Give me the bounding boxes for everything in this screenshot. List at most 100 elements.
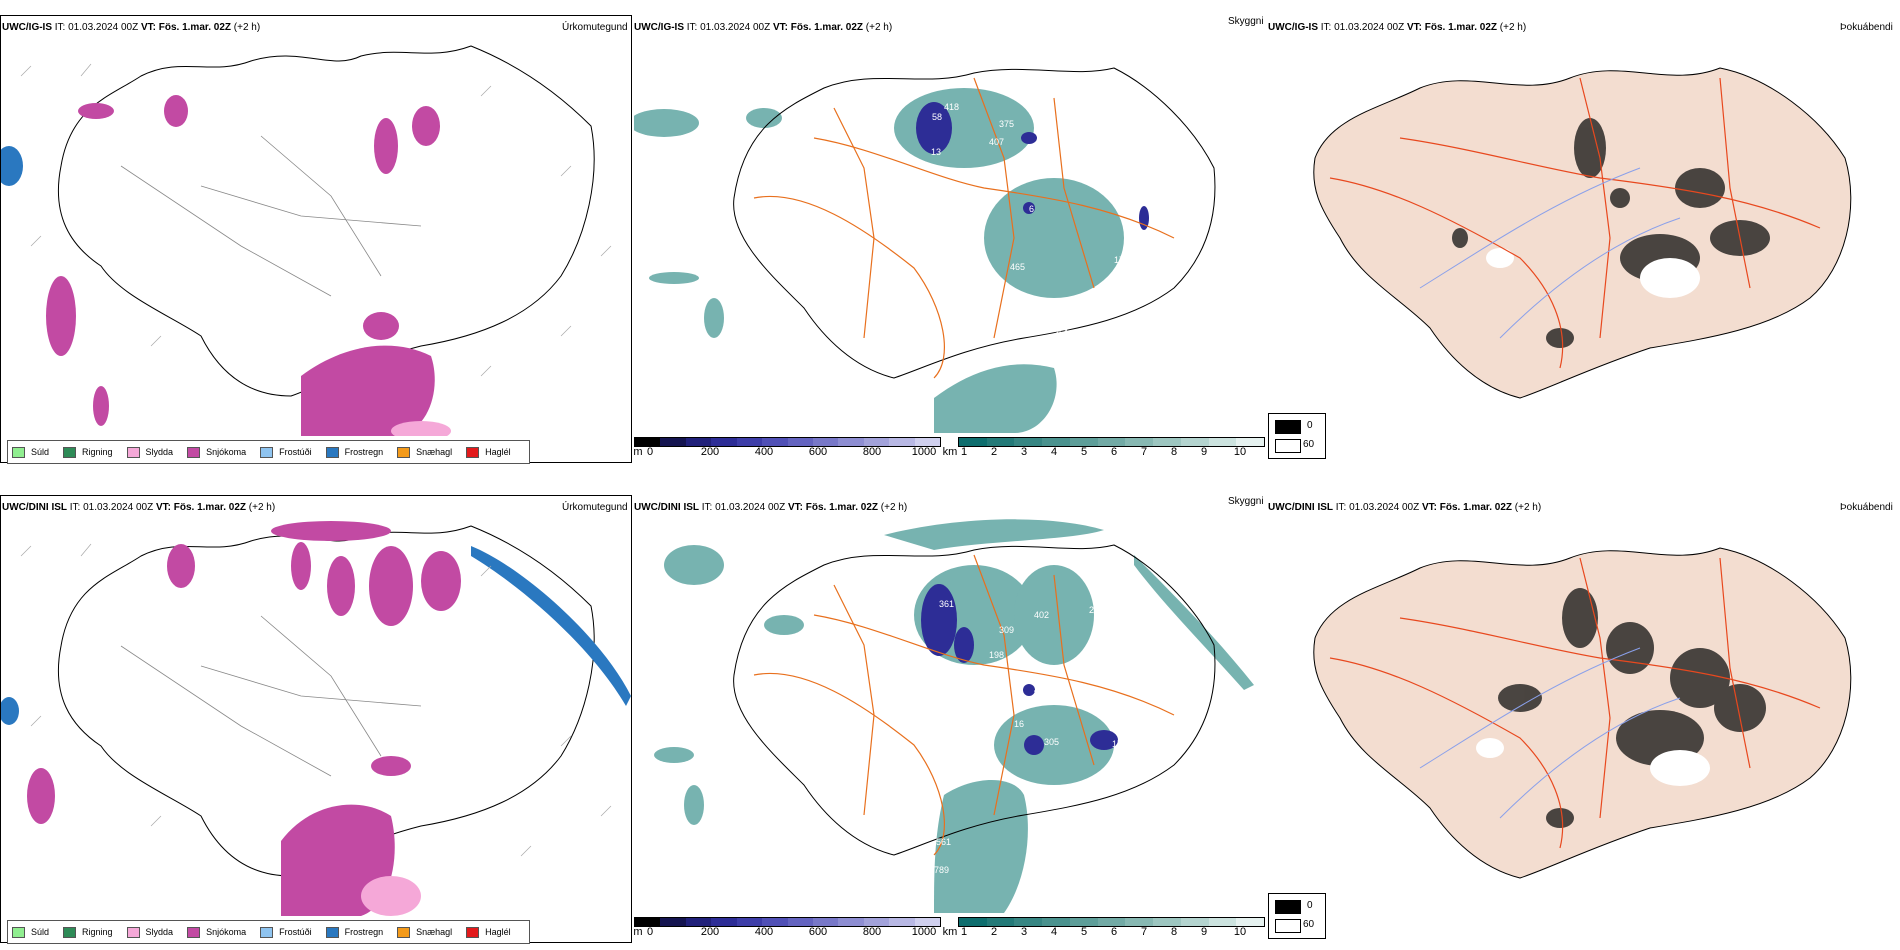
scale-tick: 0 (646, 446, 654, 458)
lead-time: (+2 h) (1499, 22, 1527, 33)
legend-label: Rigning (82, 927, 113, 937)
fog-map-top (1300, 38, 1860, 458)
precip-legend-top: Súld Rigning Slydda Snjókoma Frostúði Fr… (7, 440, 530, 464)
legend-item: Snæhagl (397, 926, 452, 938)
it-label: IT: (686, 22, 698, 33)
legend-swatch (187, 446, 201, 458)
legend-item: Snæhagl (397, 446, 453, 458)
vt-label: VT: (140, 22, 156, 33)
vt-label: VT: (772, 22, 788, 33)
scale-tick: 600 (808, 926, 828, 938)
run-header-vis-bottom: UWC/DINI ISL IT: 01.03.2024 00Z VT: Fös.… (634, 502, 907, 514)
scale-unit: m (633, 926, 643, 938)
it-label: IT: (1320, 22, 1332, 33)
fog-map-bottom (1300, 518, 1860, 943)
legend-swatch (466, 446, 480, 458)
legend-swatch (12, 926, 25, 938)
legend-swatch (187, 926, 201, 938)
vis-label: 21 (1089, 605, 1099, 615)
legend-swatch (466, 926, 480, 938)
vis-label: 45 (1034, 685, 1044, 695)
vt-value: Fös. 1.mar. 02Z (790, 22, 864, 33)
visibility-map-top: 418 58 13 375 407 21 6 465 41 176 16 351… (634, 38, 1264, 433)
run-header-vis-top: UWC/IG-IS IT: 01.03.2024 00Z VT: Fös. 1.… (634, 22, 892, 34)
lead-time: (+2 h) (248, 502, 276, 513)
legend-item: Súld (12, 926, 50, 938)
scale-tick: 7 (1140, 926, 1148, 938)
legend-item: Frostregn (325, 446, 383, 458)
it-value: 01.03.2024 00Z (715, 502, 786, 513)
legend-swatch (260, 926, 274, 938)
vis-label: 198 (989, 650, 1004, 660)
legend-swatch (325, 446, 339, 458)
vis-scale-m-ticks-bottom: m 0 200 400 600 800 1000 (633, 926, 939, 940)
legend-swatch (63, 926, 77, 938)
vis-label: 21 (1044, 128, 1054, 138)
scale-tick: 8 (1170, 926, 1178, 938)
vis-label: 407 (989, 137, 1004, 147)
vis-label: 561 (936, 837, 951, 847)
it-label: IT: (54, 22, 66, 33)
scale-tick: 800 (862, 446, 882, 458)
panel-title-precip-top: Úrkomutegund (562, 22, 628, 33)
fog-legend-label: 60 (1303, 439, 1315, 450)
vt-label: VT: (1421, 502, 1437, 513)
vis-label: 418 (944, 102, 959, 112)
legend-item: Frostregn (325, 926, 384, 938)
legend-label: Frostregn (344, 927, 384, 937)
precip-type-map-bottom (1, 521, 631, 916)
legend-label: Súld (31, 927, 50, 937)
it-label: IT: (1335, 502, 1347, 513)
legend-label: Frostúði (279, 447, 312, 457)
vis-label: 305 (1044, 737, 1059, 747)
panel-title-vis-top: Skyggni (1228, 16, 1264, 27)
fog-swatch-60 (1275, 919, 1301, 933)
vt-label: VT: (787, 502, 803, 513)
scale-unit: m (633, 446, 643, 458)
panel-title-fog-top: Þokuábendi (1840, 22, 1893, 33)
it-value: 01.03.2024 00Z (83, 502, 154, 513)
legend-label: Snjókoma (206, 927, 247, 937)
lead-time: (+2 h) (233, 22, 261, 33)
vis-label: 309 (999, 625, 1014, 635)
vis-label: 6 (1029, 204, 1034, 214)
fog-swatch-60 (1275, 439, 1301, 453)
scale-tick: 5 (1080, 446, 1088, 458)
legend-label: Haglél (485, 927, 511, 937)
scale-tick: 2 (990, 926, 998, 938)
it-value: 01.03.2024 00Z (1349, 502, 1420, 513)
legend-item: Rigning (63, 926, 113, 938)
scale-tick: 600 (808, 446, 828, 458)
vis-scale-m-ticks-top: m 0 200 400 600 800 1000 (633, 446, 939, 460)
vis-label: 61 (899, 601, 909, 611)
legend-swatch (260, 446, 274, 458)
vis-scale-m-bottom (634, 917, 941, 927)
vis-scale-km-ticks-top: km 1 2 3 4 5 6 7 8 9 10 (940, 446, 1265, 460)
vis-label: 16 (908, 385, 918, 395)
model-name: UWC/IG-IS (1268, 22, 1318, 33)
fog-legend-top: 0 60 (1268, 413, 1326, 459)
vis-label: 465 (1010, 262, 1025, 272)
legend-label: Rigning (82, 447, 113, 457)
legend-label: Snjókoma (206, 447, 247, 457)
scale-unit: km (942, 926, 958, 938)
scale-tick: 1000 (911, 926, 937, 938)
run-header-fog-bottom: UWC/DINI ISL IT: 01.03.2024 00Z VT: Fös.… (1268, 502, 1541, 514)
run-header-precip-bottom: UWC/DINI ISL IT: 01.03.2024 00Z VT: Fös.… (2, 502, 275, 514)
legend-label: Snæhagl (416, 447, 453, 457)
vis-label: 16 (946, 230, 956, 240)
scale-tick: 400 (754, 926, 774, 938)
scale-tick: 0 (646, 926, 654, 938)
visibility-map-bottom: 57 61 361 189 402 309 198 125 21 405 305… (634, 515, 1264, 913)
legend-item: Haglél (466, 926, 511, 938)
vis-label: 351 (1054, 328, 1069, 338)
model-name: UWC/IG-IS (634, 22, 684, 33)
vis-label: 91 (916, 847, 926, 857)
legend-label: Frostúði (279, 927, 312, 937)
vt-value: Fös. 1.mar. 02Z (1424, 22, 1498, 33)
fog-legend-label: 0 (1307, 900, 1313, 911)
fog-swatch-0 (1275, 420, 1301, 434)
vt-value: Fös. 1.mar. 02Z (1439, 502, 1513, 513)
vt-value: Fös. 1.mar. 02Z (158, 22, 232, 33)
legend-item: Snjókoma (187, 926, 247, 938)
